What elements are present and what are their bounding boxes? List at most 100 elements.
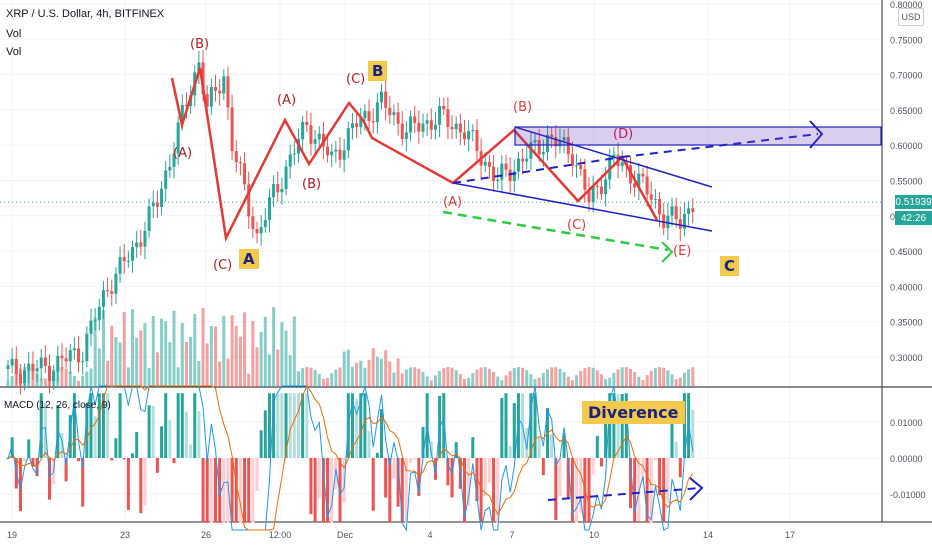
wave-box-c: C (720, 256, 740, 276)
macd-histogram-bar (388, 458, 392, 523)
volume-bar (409, 367, 413, 387)
candle-body (346, 128, 350, 151)
volume-bar (599, 374, 603, 387)
candle-body (691, 208, 695, 213)
volume-bar (164, 321, 168, 387)
candle-body (653, 199, 657, 201)
candle-body (14, 358, 18, 374)
volume-bar (172, 310, 176, 387)
candle-body (180, 104, 184, 123)
candle-body (135, 242, 139, 248)
macd-histogram-bar (512, 403, 516, 458)
time-tick-label: 7 (509, 530, 514, 540)
price-tick-label: 0.80000 (890, 0, 923, 10)
macd-histogram-bar (338, 458, 342, 523)
candle-body (442, 105, 446, 110)
candle-body (56, 355, 60, 372)
volume-bar (184, 341, 188, 387)
candle-body (508, 169, 512, 182)
macd-histogram-bar (583, 458, 587, 523)
candle-body (438, 105, 442, 125)
macd-histogram-bar (674, 441, 678, 458)
time-tick-label: 14 (703, 530, 713, 540)
volume-bar (384, 350, 388, 387)
macd-histogram-bar (93, 416, 97, 458)
candle-body (467, 130, 471, 140)
volume-bar (516, 367, 520, 387)
volume-bar (620, 367, 624, 387)
volume-bar (595, 370, 599, 387)
macd-histogram-bar (604, 406, 608, 458)
time-tick-label: 4 (427, 530, 432, 540)
last-price-tag: 0.51939 (895, 195, 932, 209)
volume-bar (616, 369, 620, 387)
macd-histogram-bar (48, 458, 51, 500)
macd-histogram-bar (355, 399, 359, 458)
macd-histogram-bar (637, 458, 641, 522)
candle-body (620, 162, 624, 166)
candle-body (184, 104, 188, 107)
volume-bar (139, 330, 143, 387)
volume-bar (541, 373, 545, 387)
volume-bar (147, 367, 151, 387)
vol-label-2: Vol (6, 46, 22, 58)
chart-title: XRP / U.S. Dollar, 4h, BITFINEX (6, 8, 165, 20)
volume-bar (230, 315, 234, 387)
macd-histogram-bar (417, 458, 421, 496)
macd-histogram-bar (160, 426, 164, 458)
macd-histogram-bar (467, 458, 471, 506)
macd-histogram-bar (297, 393, 300, 458)
macd-histogram-bar (147, 405, 151, 458)
macd-histogram-bar (359, 393, 363, 458)
candle-body (487, 161, 491, 167)
candle-body (554, 137, 558, 147)
volume-bar (691, 367, 695, 387)
volume-bar (392, 372, 396, 387)
macd-histogram-bar (288, 393, 292, 458)
candle-body (512, 171, 516, 182)
macd-histogram-bar (292, 393, 296, 458)
macd-histogram-bar (226, 458, 230, 523)
volume-bar (251, 320, 255, 387)
macd-histogram-bar (309, 458, 313, 515)
volume-bar (554, 367, 558, 387)
price-tick-label: 0.70000 (890, 71, 923, 81)
candle-body (525, 158, 529, 162)
candle-body (404, 132, 408, 139)
volume-bar (77, 380, 81, 387)
volume-bar (587, 367, 591, 387)
candle-body (155, 202, 159, 208)
candle-body (284, 166, 288, 190)
volume-bar (637, 376, 641, 387)
volume-bar (566, 376, 570, 387)
volume-bar (93, 317, 97, 387)
price-tick-label: 0.65000 (890, 106, 923, 116)
volume-bar (309, 367, 313, 387)
volume-bar (205, 343, 209, 387)
volume-bar (504, 375, 508, 387)
macd-histogram-bar (396, 458, 400, 507)
candle-body (425, 120, 429, 124)
volume-bar (471, 373, 475, 387)
currency-button[interactable]: USD (898, 8, 924, 26)
volume-bar (483, 367, 487, 387)
candle-body (160, 188, 164, 208)
macd-histogram-bar (483, 458, 487, 497)
channel-lower-line (452, 182, 713, 232)
candle-body (637, 173, 641, 188)
volume-bar (243, 312, 247, 387)
divergence-dash (547, 487, 701, 501)
macd-histogram-bar (176, 393, 180, 458)
volume-bar (222, 315, 226, 387)
volume-bar (193, 313, 197, 387)
volume-bar (330, 373, 334, 387)
volume-bar (81, 375, 85, 387)
macd-histogram-bar (272, 393, 276, 458)
volume-bar (126, 367, 130, 387)
candle-body (255, 229, 259, 234)
candle-body (546, 134, 549, 153)
macd-histogram-bar (645, 458, 649, 523)
volume-bar (106, 360, 110, 387)
candle-body (176, 122, 180, 154)
